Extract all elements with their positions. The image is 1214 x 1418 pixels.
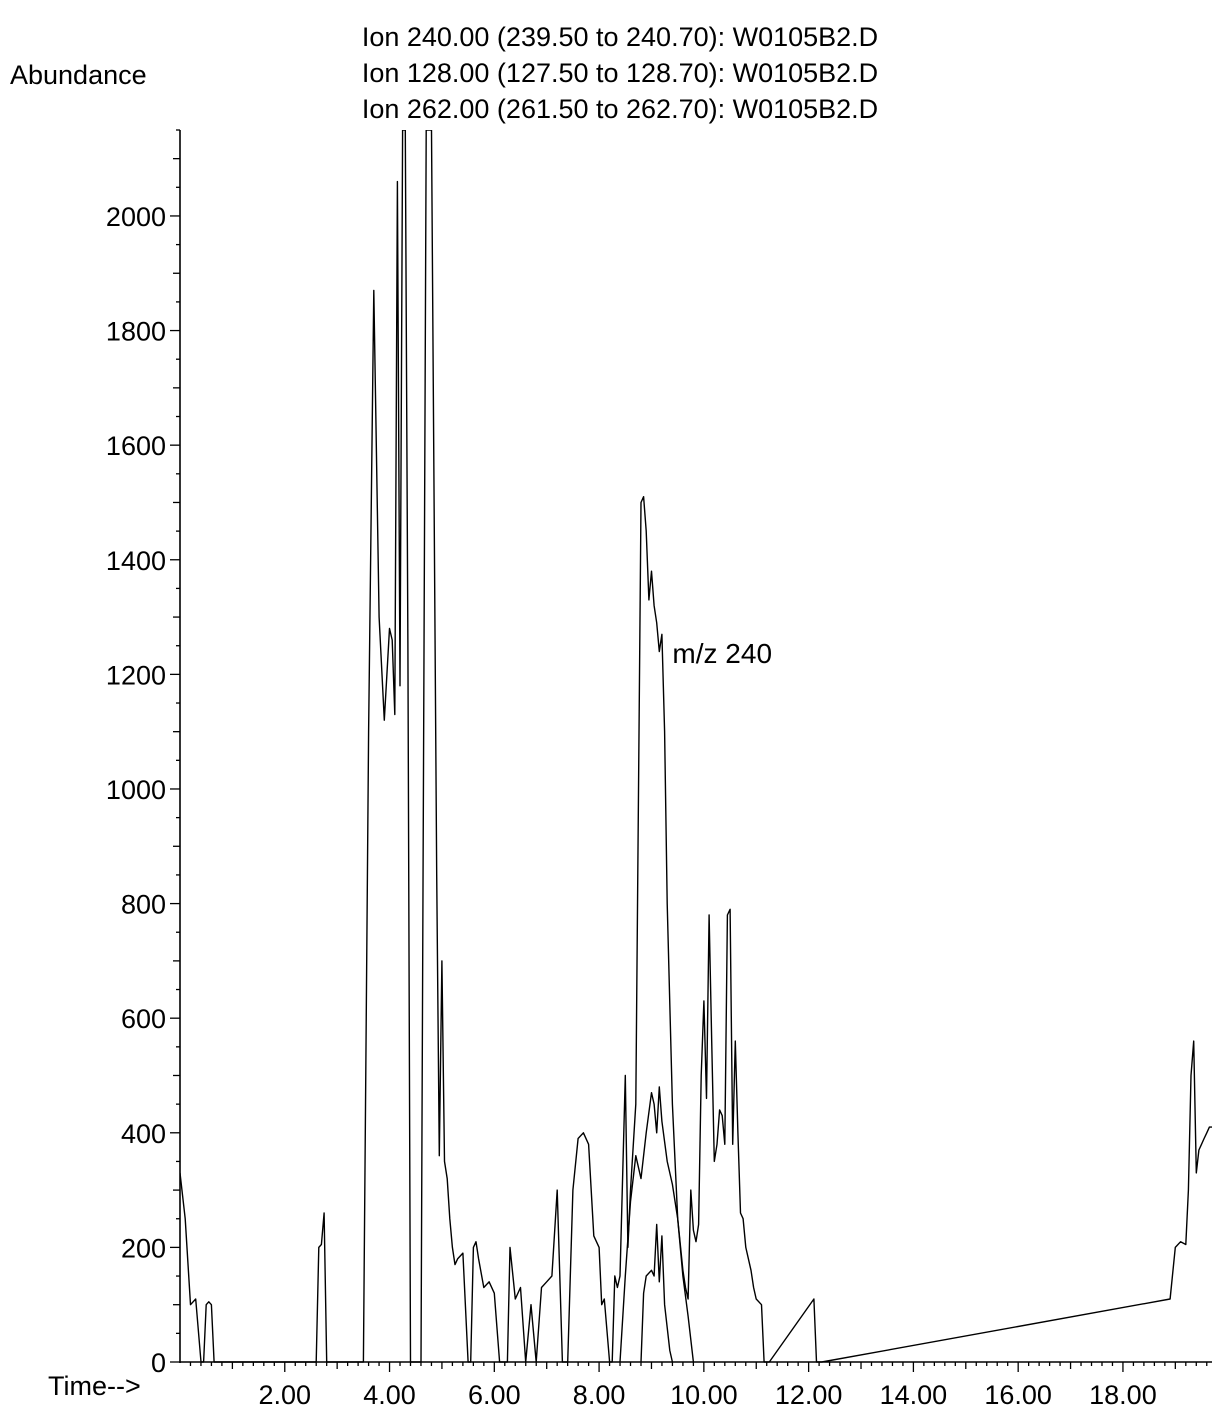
y-tick-label: 1600	[106, 431, 166, 461]
chart-title-line-1: Ion 240.00 (239.50 to 240.70): W0105B2.D	[362, 22, 878, 52]
x-tick-label: 10.00	[670, 1380, 738, 1410]
chart-title-line-3: Ion 262.00 (261.50 to 262.70): W0105B2.D	[362, 94, 878, 124]
x-tick-label: 16.00	[984, 1380, 1052, 1410]
y-axis-ticks: 0 200 400 600 800 1000 1200 1400 1600 1800 2000	[106, 129, 180, 1378]
y-tick-label: 1400	[106, 546, 166, 576]
x-tick-label: 8.00	[573, 1380, 626, 1410]
y-axis-label: Abundance	[10, 60, 147, 90]
chart-title-line-2: Ion 128.00 (127.50 to 128.70): W0105B2.D	[362, 58, 878, 88]
y-tick-label: 0	[151, 1348, 166, 1378]
x-tick-label: 4.00	[363, 1380, 416, 1410]
axes	[179, 130, 1212, 1363]
x-axis-label: Time-->	[48, 1371, 141, 1401]
x-tick-label: 14.00	[880, 1380, 948, 1410]
x-axis-ticks: 2.00 4.00 6.00 8.00 10.00 12.00 14.00 16.00 18.0…	[189, 1362, 1208, 1410]
x-tick-label: 18.00	[1089, 1380, 1157, 1410]
y-tick-label: 1200	[106, 660, 166, 690]
y-tick-label: 600	[121, 1004, 166, 1034]
annotations: m/z 240	[672, 638, 772, 669]
y-tick-label: 200	[121, 1233, 166, 1263]
y-tick-label: 800	[121, 890, 166, 920]
y-tick-label: 1000	[106, 775, 166, 805]
ion-trace-1	[180, 130, 1212, 1363]
ion-traces	[180, 130, 1212, 1363]
y-tick-label: 1800	[106, 317, 166, 347]
x-tick-label: 6.00	[468, 1380, 521, 1410]
trace-annotation: m/z 240	[672, 638, 772, 669]
ion-trace-2	[619, 1086, 695, 1363]
y-tick-label: 400	[121, 1119, 166, 1149]
x-tick-label: 12.00	[775, 1380, 843, 1410]
x-tick-label: 2.00	[258, 1380, 311, 1410]
y-tick-label: 2000	[106, 202, 166, 232]
ion-trace-3	[640, 1223, 674, 1363]
